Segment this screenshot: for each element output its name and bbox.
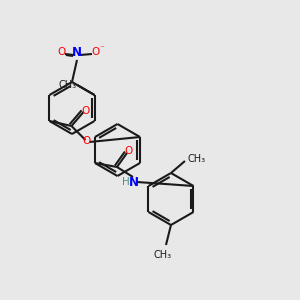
Text: O: O bbox=[81, 106, 90, 116]
Text: H: H bbox=[122, 177, 130, 187]
Text: O: O bbox=[58, 47, 66, 57]
Text: CH₃: CH₃ bbox=[154, 250, 172, 260]
Text: N: N bbox=[129, 176, 139, 190]
Text: CH₃: CH₃ bbox=[188, 154, 206, 164]
Text: O: O bbox=[82, 136, 91, 146]
Text: N: N bbox=[72, 46, 82, 59]
Text: ⁻: ⁻ bbox=[100, 44, 104, 53]
Text: CH₃: CH₃ bbox=[58, 80, 76, 90]
Text: O: O bbox=[91, 47, 99, 57]
Text: O: O bbox=[125, 146, 133, 156]
